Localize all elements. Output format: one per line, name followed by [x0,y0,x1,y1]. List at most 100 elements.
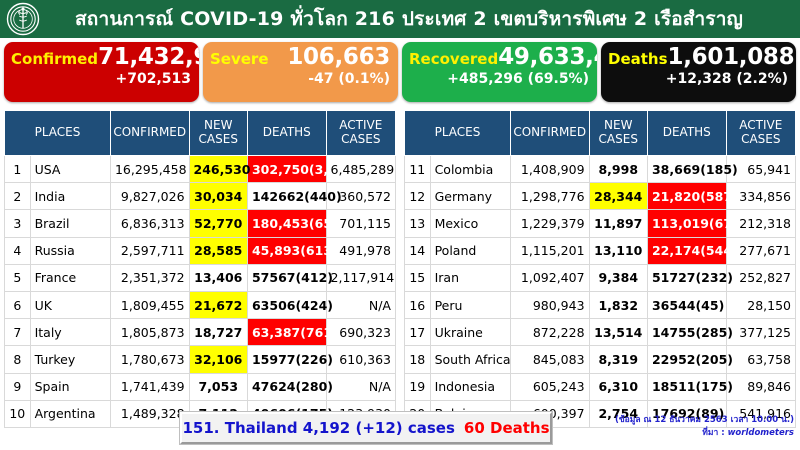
cell-confirmed: 1,408,909 [509,154,590,184]
cell-rank: 6 [4,290,31,320]
table-row: 2 India 9,827,026 30,034 142662(440) 360,572 [4,182,397,211]
thailand-summary-box: 151. Thailand 4,192 (+12) cases 60 Death… [179,411,553,445]
cell-new-cases: 18,727 [188,318,248,347]
cell-new-cases: 8,998 [588,154,648,184]
col-header-new-cases-line1: NEW [604,118,633,133]
cell-confirmed: 1,298,776 [509,182,590,211]
cell-deaths: 180,453(652) [246,209,346,238]
cell-place: Peru [429,290,511,320]
page-header: สถานการณ์ COVID-19 ทั่วโลก 216 ประเทศ 2 … [0,0,800,38]
cell-rank: 13 [404,209,431,238]
cell-rank: 7 [4,318,31,347]
cell-place: Brazil [29,209,111,238]
stat-card-deaths: Deaths 1,601,088 +12,328 (2.2%) [601,42,796,102]
cell-deaths: 45,893(613) [246,236,338,265]
cell-confirmed: 2,597,711 [109,236,190,265]
col-header-active-line1: ACTIVE [739,118,783,133]
cell-new-cases: 13,514 [588,318,648,347]
stat-value-severe: 106,663 [287,44,390,70]
cell-deaths: 51727(232) [646,263,733,292]
cell-active-cases: 89,846 [725,372,797,401]
cell-confirmed: 1,741,439 [109,372,190,401]
country-table-right-body: 11 Colombia 1,408,909 8,998 38,669(185) 65,94… [404,154,797,428]
table-row: 14 Poland 1,115,201 13,110 22,174(544) 277,67… [404,236,797,265]
cell-rank: 17 [404,318,431,347]
table-row: 16 Peru 980,943 1,832 36544(45) 28,150 [404,290,797,320]
source-attribution-line: ที่มา : worldometers [594,427,794,440]
page-footer: 151. Thailand 4,192 (+12) cases 60 Death… [0,408,800,450]
cell-active-cases: 360,572 [325,182,397,211]
cell-deaths: 38,669(185) [646,154,738,184]
cell-new-cases: 9,384 [588,263,648,292]
country-tables: PLACES CONFIRMED NEW CASES DEATHS ACTIVE… [4,110,797,428]
source-note: (ข้อมูล ณ 12 ธันวาคม 2563 เวลา 10.00 น.)… [594,414,794,440]
cell-place: Mexico [429,209,511,238]
cell-active-cases: 701,115 [325,209,397,238]
cell-new-cases: 28,585 [188,236,248,265]
stat-label-confirmed: Confirmed [11,50,99,68]
table-row: 18 South Africa 845,083 8,319 22952(205) 63,7… [404,345,797,374]
cell-confirmed: 2,351,372 [109,263,190,292]
cell-deaths: 22,174(544) [646,236,738,265]
cell-place: Ukraine [429,318,511,347]
cell-active-cases: 6,485,289 [325,154,397,184]
cell-place: USA [29,154,111,184]
cell-rank: 1 [4,154,31,184]
cell-rank: 12 [404,182,431,211]
col-header-new-cases-line2: CASES [198,132,238,146]
cell-deaths: 21,820(587) [646,182,738,211]
source-date-line: (ข้อมูล ณ 12 ธันวาคม 2563 เวลา 10.00 น.) [614,415,794,425]
cell-rank: 19 [404,372,431,401]
country-table-left-body: 1 USA 16,295,458 246,530 302,750(3,019) 6,485… [4,154,397,428]
cell-active-cases: 491,978 [325,236,397,265]
cell-place: Iran [429,263,511,292]
cell-place: South Africa [429,345,511,374]
col-header-active-cases: ACTIVE CASES [725,110,797,156]
cell-deaths: 63506(424) [246,290,333,320]
cell-new-cases: 30,034 [188,182,248,211]
cell-confirmed: 9,827,026 [109,182,190,211]
cell-confirmed: 16,295,458 [109,154,190,184]
cell-rank: 18 [404,345,431,374]
cell-confirmed: 1,809,455 [109,290,190,320]
cell-deaths: 22952(205) [646,345,733,374]
cell-rank: 5 [4,263,31,292]
cell-place: Spain [29,372,111,401]
cell-rank: 4 [4,236,31,265]
table-row: 17 Ukraine 872,228 13,514 14755(285) 377,125 [404,318,797,347]
cell-new-cases: 21,672 [188,290,248,320]
cell-rank: 14 [404,236,431,265]
cell-rank: 2 [4,182,31,211]
col-header-places: PLACES [4,110,111,156]
cell-new-cases: 28,344 [588,182,648,211]
cell-confirmed: 845,083 [509,345,590,374]
page-title: สถานการณ์ COVID-19 ทั่วโลก 216 ประเทศ 2 … [74,8,743,30]
cell-active-cases: 63,758 [725,345,797,374]
cell-deaths: 63,387(761) [246,318,338,347]
cell-place: Italy [29,318,111,347]
cell-new-cases: 1,832 [588,290,648,320]
cell-place: France [29,263,111,292]
cell-deaths: 302,750(3,019) [246,154,360,184]
cell-confirmed: 1,115,201 [509,236,590,265]
table-row: 12 Germany 1,298,776 28,344 21,820(587) 334,8… [404,182,797,211]
cell-new-cases: 13,110 [588,236,648,265]
cell-deaths: 142662(440) [246,182,342,211]
cell-deaths: 57567(412) [246,263,333,292]
stat-delta-deaths: +12,328 (2.2%) [665,71,788,87]
cell-place: Turkey [29,345,111,374]
cell-confirmed: 1,489,328 [109,399,190,428]
stat-delta-recovered: +485,296 (69.5%) [447,71,589,87]
table-row: 15 Iran 1,092,407 9,384 51727(232) 252,827 [404,263,797,292]
cell-confirmed: 1,229,379 [509,209,590,238]
stat-value-recovered: 49,633,433 [498,44,597,70]
cell-place: Argentina [29,399,111,428]
country-table-right-wrap: PLACES CONFIRMED NEW CASES DEATHS ACTIVE… [404,110,797,428]
cell-confirmed: 6,836,313 [109,209,190,238]
table-header-row-left: PLACES CONFIRMED NEW CASES DEATHS ACTIVE… [4,110,397,156]
cell-place: Colombia [429,154,511,184]
cell-place: Indonesia [429,372,511,401]
col-header-deaths: DEATHS [246,110,327,156]
table-header-row-right: PLACES CONFIRMED NEW CASES DEATHS ACTIVE… [404,110,797,156]
cell-place: Russia [29,236,111,265]
